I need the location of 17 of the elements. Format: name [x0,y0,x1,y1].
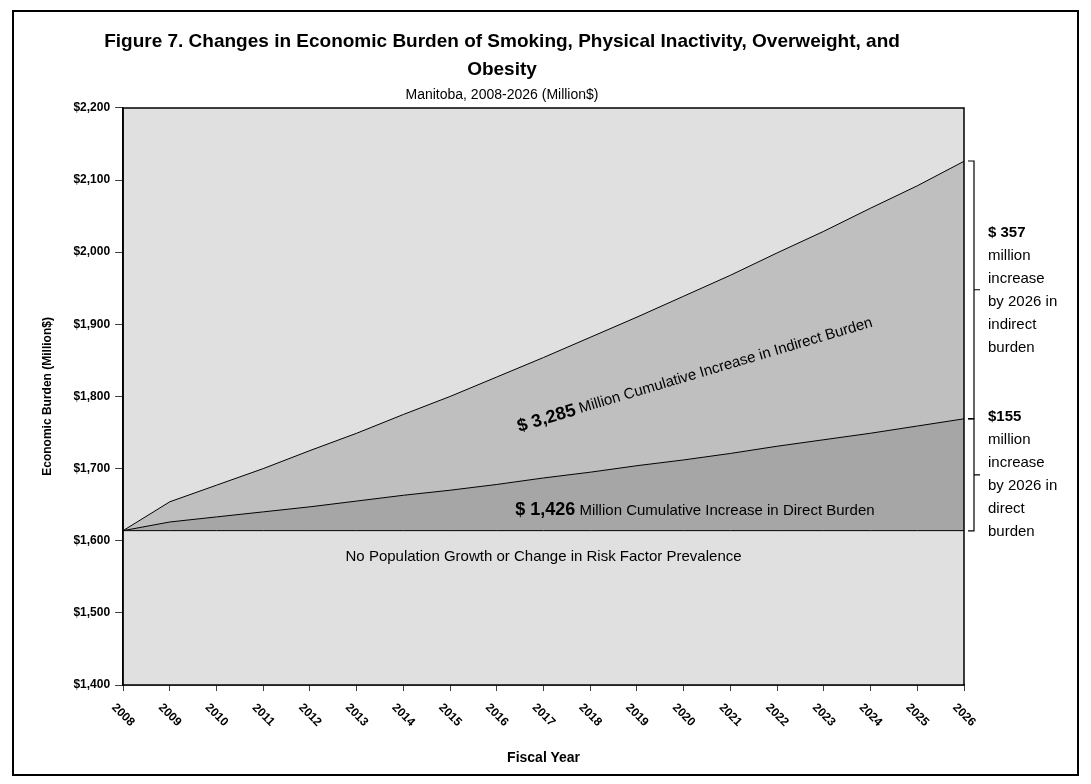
y-tick-label: $1,400 [73,677,111,692]
series-label: No Population Growth or Change in Risk Factor Prevalence [345,546,742,564]
y-tick-label: $2,000 [73,244,111,259]
y-tick-label: $2,100 [73,172,111,187]
y-tick-label: $1,800 [73,388,111,403]
chart-subtitle: Manitoba, 2008-2026 (Million$) [405,86,599,103]
y-tick-label: $1,500 [73,605,111,620]
x-axis-title: Fiscal Year [507,749,581,766]
y-tick-label: $1,900 [73,316,111,331]
y-axis-title: Economic Burden (Million$) [39,317,54,476]
y-tick-label: $2,200 [73,100,111,115]
series-label: $ 1,426 Million Cumulative Increase in Direct Burden [515,499,875,520]
y-tick-label: $1,600 [73,533,111,548]
text: $155 million increase by 2026 in direct burden [988,407,1058,540]
y-tick-label: $1,700 [73,460,111,475]
chart-title: Figure 7. Changes in Economic Burden of Smoking, Physical Inactivity, Overweight, and Obesity [104,30,900,79]
text: $ 357 million increase by 2026 in indirect burden [988,222,1058,355]
